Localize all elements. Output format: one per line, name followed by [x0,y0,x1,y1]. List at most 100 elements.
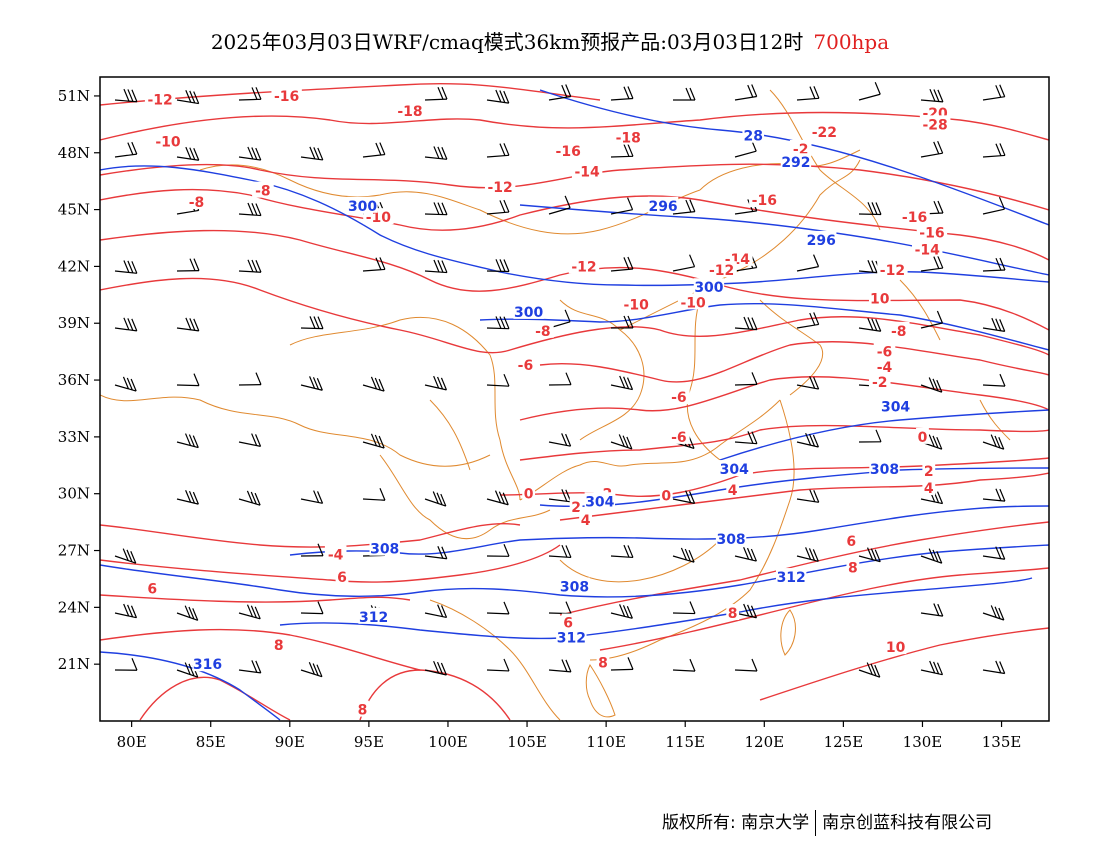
geopotential-line [479,302,1049,351]
label-backdrop [726,604,740,621]
geopotential-line [719,409,1049,461]
geopotential-label: 28 [743,129,762,145]
geopotential-label: 300 [348,199,377,215]
label-backdrop [749,191,780,208]
wind-barb [734,372,758,386]
label-backdrop [922,479,936,496]
lat-tick-label: 45N [58,201,90,219]
label-backdrop [532,321,554,338]
isotherm-label: -6 [518,358,534,374]
wind-barb [858,317,882,332]
wind-barb [486,658,510,672]
geopotential-label: 296 [648,199,677,215]
wind-barb [300,662,323,678]
wind-barb [858,662,881,678]
lat-tick-label: 24N [58,598,90,616]
wind-barb [486,89,510,104]
footer-left: 版权所有: 南京大学 [662,813,810,833]
label-backdrop [887,321,910,338]
label-backdrop [568,257,600,274]
lon-tick-label: 100E [428,733,468,751]
wind-barb [176,373,200,387]
wind-barb [796,254,820,272]
label-backdrop [514,355,537,372]
geopotential-label: 316 [193,657,222,673]
label-backdrop [369,539,400,556]
wind-barb [982,84,1006,101]
wind-barb [176,433,199,449]
isotherm-line [759,627,1049,701]
wind-barb [424,375,448,391]
isotherm-label: 6 [337,570,347,586]
geopotential-line [100,651,281,721]
label-backdrop [596,653,610,670]
wind-barb [362,142,386,158]
lon-tick-label: 80E [117,733,147,751]
wind-barb [920,660,944,676]
isotherm-label: -16 [752,193,777,209]
wind-barb [858,82,881,101]
isotherm-line [100,522,521,548]
wind-barb [362,433,385,449]
wind-barb [114,260,138,274]
isotherm-line [519,424,1049,461]
wind-barb [610,434,633,450]
wind-barb [610,544,634,559]
isotherm-label: -18 [616,131,641,147]
wind-barb [920,140,944,158]
wind-barb [486,143,510,158]
label-backdrop [884,638,907,655]
wind-barb [796,547,819,562]
label-backdrop [584,492,616,509]
boundary-line [769,89,881,231]
boundary-line [519,399,781,501]
wind-barb [238,372,262,386]
isotherm-line [359,669,511,721]
label-backdrop [324,545,347,562]
label-backdrop [775,568,807,585]
lat-tick-label: 30N [58,485,90,503]
boundary-line [899,279,941,341]
wind-barb [920,88,944,103]
geopotential-label: 308 [716,532,745,548]
boundary-line [100,394,491,467]
label-backdrop [916,223,948,240]
isotherm-label: 8 [848,561,858,577]
wind-barb [238,433,262,447]
wind-barb [114,141,138,158]
wind-barb [672,658,696,672]
wind-barb [548,659,572,673]
temperature-labels: -12 -16-18-10-8-8-10-12-16-14-18-16-22-2-… [144,86,951,719]
wind-barb [176,605,199,621]
wind-barb [486,544,510,557]
isotherm-label: -18 [397,104,422,120]
wind-barb [982,373,1006,387]
wind-barb [610,197,634,215]
wind-barb [424,146,448,160]
isotherm-line [519,376,1049,421]
wind-barb [114,603,138,619]
geopotential-line [289,505,1049,556]
label-backdrop [556,628,587,645]
wind-barb [548,372,572,386]
wind-barb [858,547,881,563]
boundary-line [979,399,1011,441]
wind-barb [610,604,633,619]
label-backdrop [844,532,858,549]
wind-barb [982,143,1006,158]
label-backdrop [668,388,690,405]
label-backdrop [358,607,389,624]
wind-barb [610,315,634,329]
label-backdrop [677,293,709,310]
label-backdrop [185,193,208,210]
wind-barb [610,86,634,101]
label-backdrop [347,196,378,213]
label-backdrop [668,427,690,444]
copyright-footer: 版权所有: 南京大学 南京创蓝科技有限公司 [662,808,992,836]
geopotential-label: 292 [781,155,810,171]
lat-axis: 51N 48N 45N 42N 39N 36N 33N 30N 27N 24N 21N [58,87,100,673]
lon-tick-label: 125E [824,733,864,751]
label-backdrop [742,126,765,143]
wind-barb [238,660,262,674]
label-backdrop [780,153,812,170]
